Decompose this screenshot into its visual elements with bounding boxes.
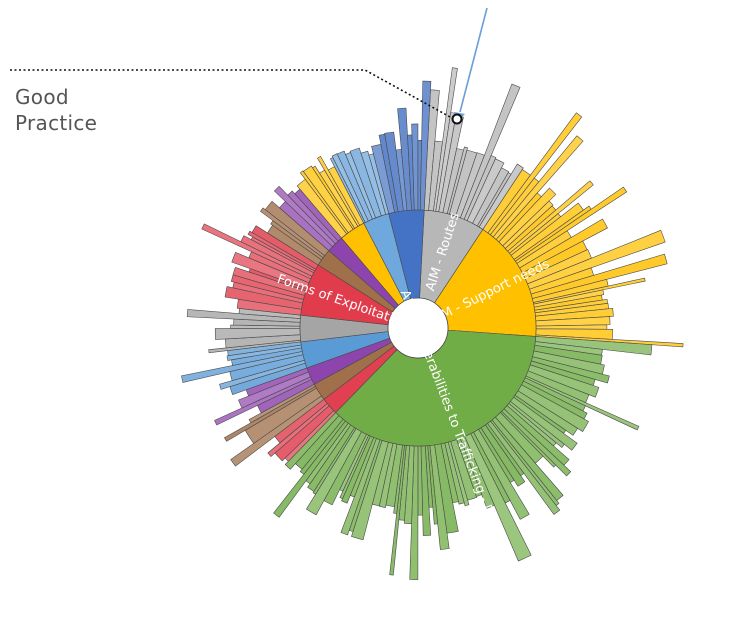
- callout-marker: [451, 113, 463, 125]
- callout-leader-line: [10, 69, 453, 119]
- inner-ring: [299, 209, 537, 447]
- callout-line-2: Practice: [15, 111, 98, 135]
- callout-label: Good Practice: [15, 84, 97, 136]
- center-hole: [387, 297, 449, 359]
- callout-line-1: Good: [15, 85, 69, 109]
- highlight-arrow: [459, 7, 488, 113]
